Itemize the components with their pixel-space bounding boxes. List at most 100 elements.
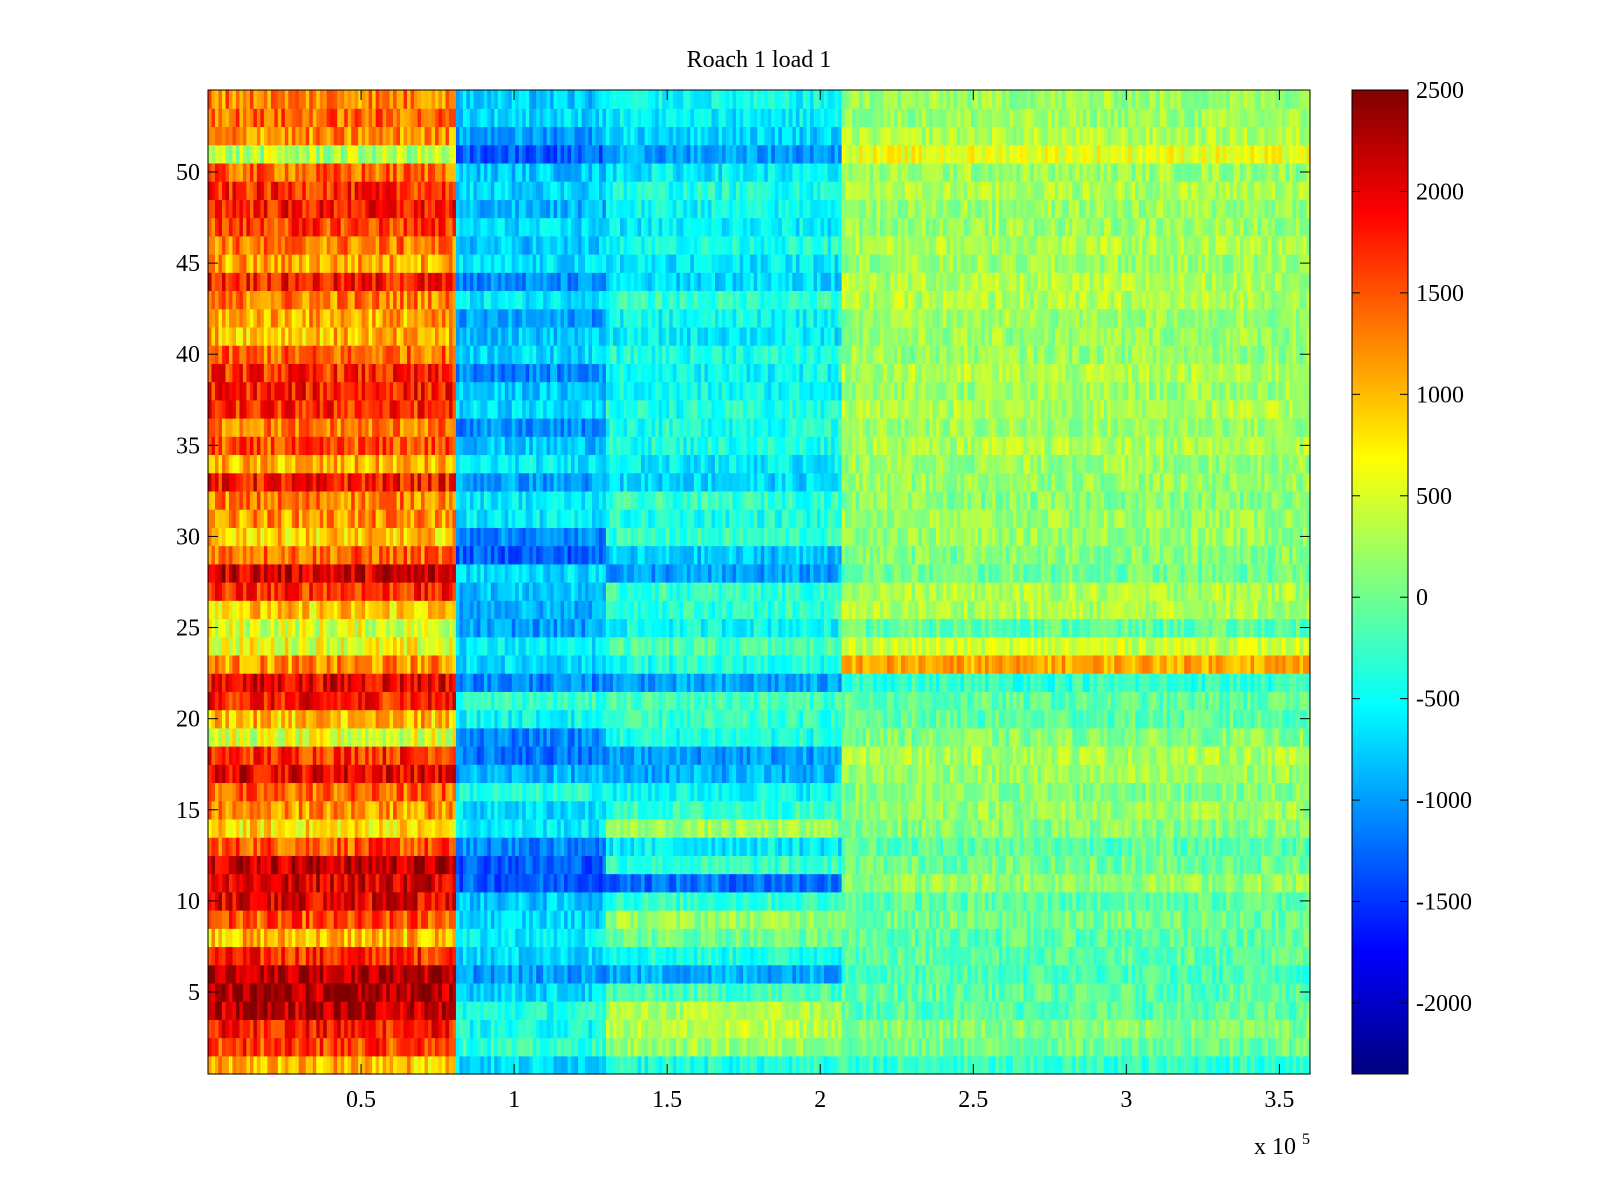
heatmap-cell [578,709,583,729]
heatmap-cell [295,272,300,292]
heatmap-cell [400,946,405,966]
heatmap-cell [511,727,516,747]
heatmap-cell [389,727,394,747]
heatmap-cell [414,108,419,128]
heatmap-cell [316,181,321,200]
heatmap-cell [585,1001,590,1020]
heatmap-cell [211,399,216,419]
heatmap-cell [504,618,509,638]
heatmap-cell [393,272,398,292]
heatmap-cell [316,217,321,237]
heatmap-cell [400,399,405,419]
heatmap-cell [522,1001,527,1020]
heatmap-cell [298,727,303,747]
heatmap-cell [305,910,310,929]
heatmap-cell [410,308,415,328]
heatmap-cell [578,618,583,638]
heatmap-cell [452,964,457,984]
heatmap-cell [483,709,488,729]
heatmap-cell [396,928,401,948]
heatmap-cell [281,454,286,474]
heatmap-cell [267,873,272,893]
heatmap-cell [375,600,380,620]
heatmap-cell [525,1001,530,1020]
heatmap-cell [501,818,506,838]
heatmap-cell [483,636,488,656]
heatmap-cell [396,691,401,711]
heatmap-cell [515,691,520,711]
heatmap-cell [284,345,289,364]
heatmap-cell [361,90,366,109]
heatmap-cell [263,709,268,729]
heatmap-cell [595,709,600,729]
heatmap-cell [372,800,377,820]
heatmap-cell [302,709,307,729]
heatmap-cell [410,654,415,674]
heatmap-cell [330,326,335,346]
heatmap-cell [560,654,565,674]
heatmap-cell [564,727,569,747]
heatmap-cell [557,855,562,875]
heatmap-cell [284,490,289,510]
heatmap-cell [232,654,237,674]
heatmap-cell [473,727,478,747]
heatmap-cell [522,946,527,966]
heatmap-cell [574,782,579,802]
heatmap-cell [546,1055,551,1075]
heatmap-cell [546,800,551,820]
heatmap-cell [225,509,230,528]
heatmap-cell [536,1055,541,1075]
heatmap-cell [522,964,527,984]
heatmap-cell [344,509,349,528]
heatmap-cell [525,818,530,838]
heatmap-cell [553,964,558,984]
heatmap-cell [508,855,513,875]
heatmap-cell [522,727,527,747]
heatmap-cell [225,964,230,984]
heatmap-cell [312,855,317,875]
heatmap-cell [354,764,359,784]
heatmap-cell [441,381,447,401]
heatmap-cell [389,363,394,383]
heatmap-cell [340,454,345,474]
heatmap-cell [543,837,548,856]
heatmap-cell [214,1055,220,1075]
heatmap-cell [263,399,268,419]
heatmap-cell [438,800,443,820]
heatmap-cell [424,108,429,128]
heatmap-cell [431,509,436,528]
heatmap-cell [232,363,237,383]
heatmap-cell [368,982,373,1002]
heatmap-cell [242,254,248,273]
heatmap-cell [274,272,279,292]
heatmap-cell [494,636,499,656]
heatmap-cell [518,618,523,638]
heatmap-cell [424,527,429,547]
heatmap-cell [211,600,216,620]
heatmap-cell [316,1055,321,1075]
heatmap-cell [393,1037,398,1057]
heatmap-cell [445,527,450,547]
heatmap-cell [424,345,429,364]
heatmap-cell [473,673,478,692]
heatmap-cell [448,126,454,146]
heatmap-cell [421,399,426,419]
heatmap-cell [438,272,443,292]
heatmap-cell [487,855,492,875]
heatmap-cell [274,399,279,419]
heatmap-cell [354,600,359,620]
heatmap-cell [347,618,352,638]
heatmap-cell [284,90,289,109]
heatmap-cell [225,910,230,929]
heatmap-cell [277,509,282,528]
heatmap-cell [588,855,593,875]
heatmap-cell [382,600,387,620]
heatmap-cell [372,746,377,765]
heatmap-cell [361,326,366,346]
heatmap-cell [305,746,310,765]
heatmap-cell [473,691,478,711]
heatmap-cell [302,454,307,474]
heatmap-cell [228,527,234,547]
heatmap-cell [302,509,307,528]
heatmap-cell [466,800,471,820]
